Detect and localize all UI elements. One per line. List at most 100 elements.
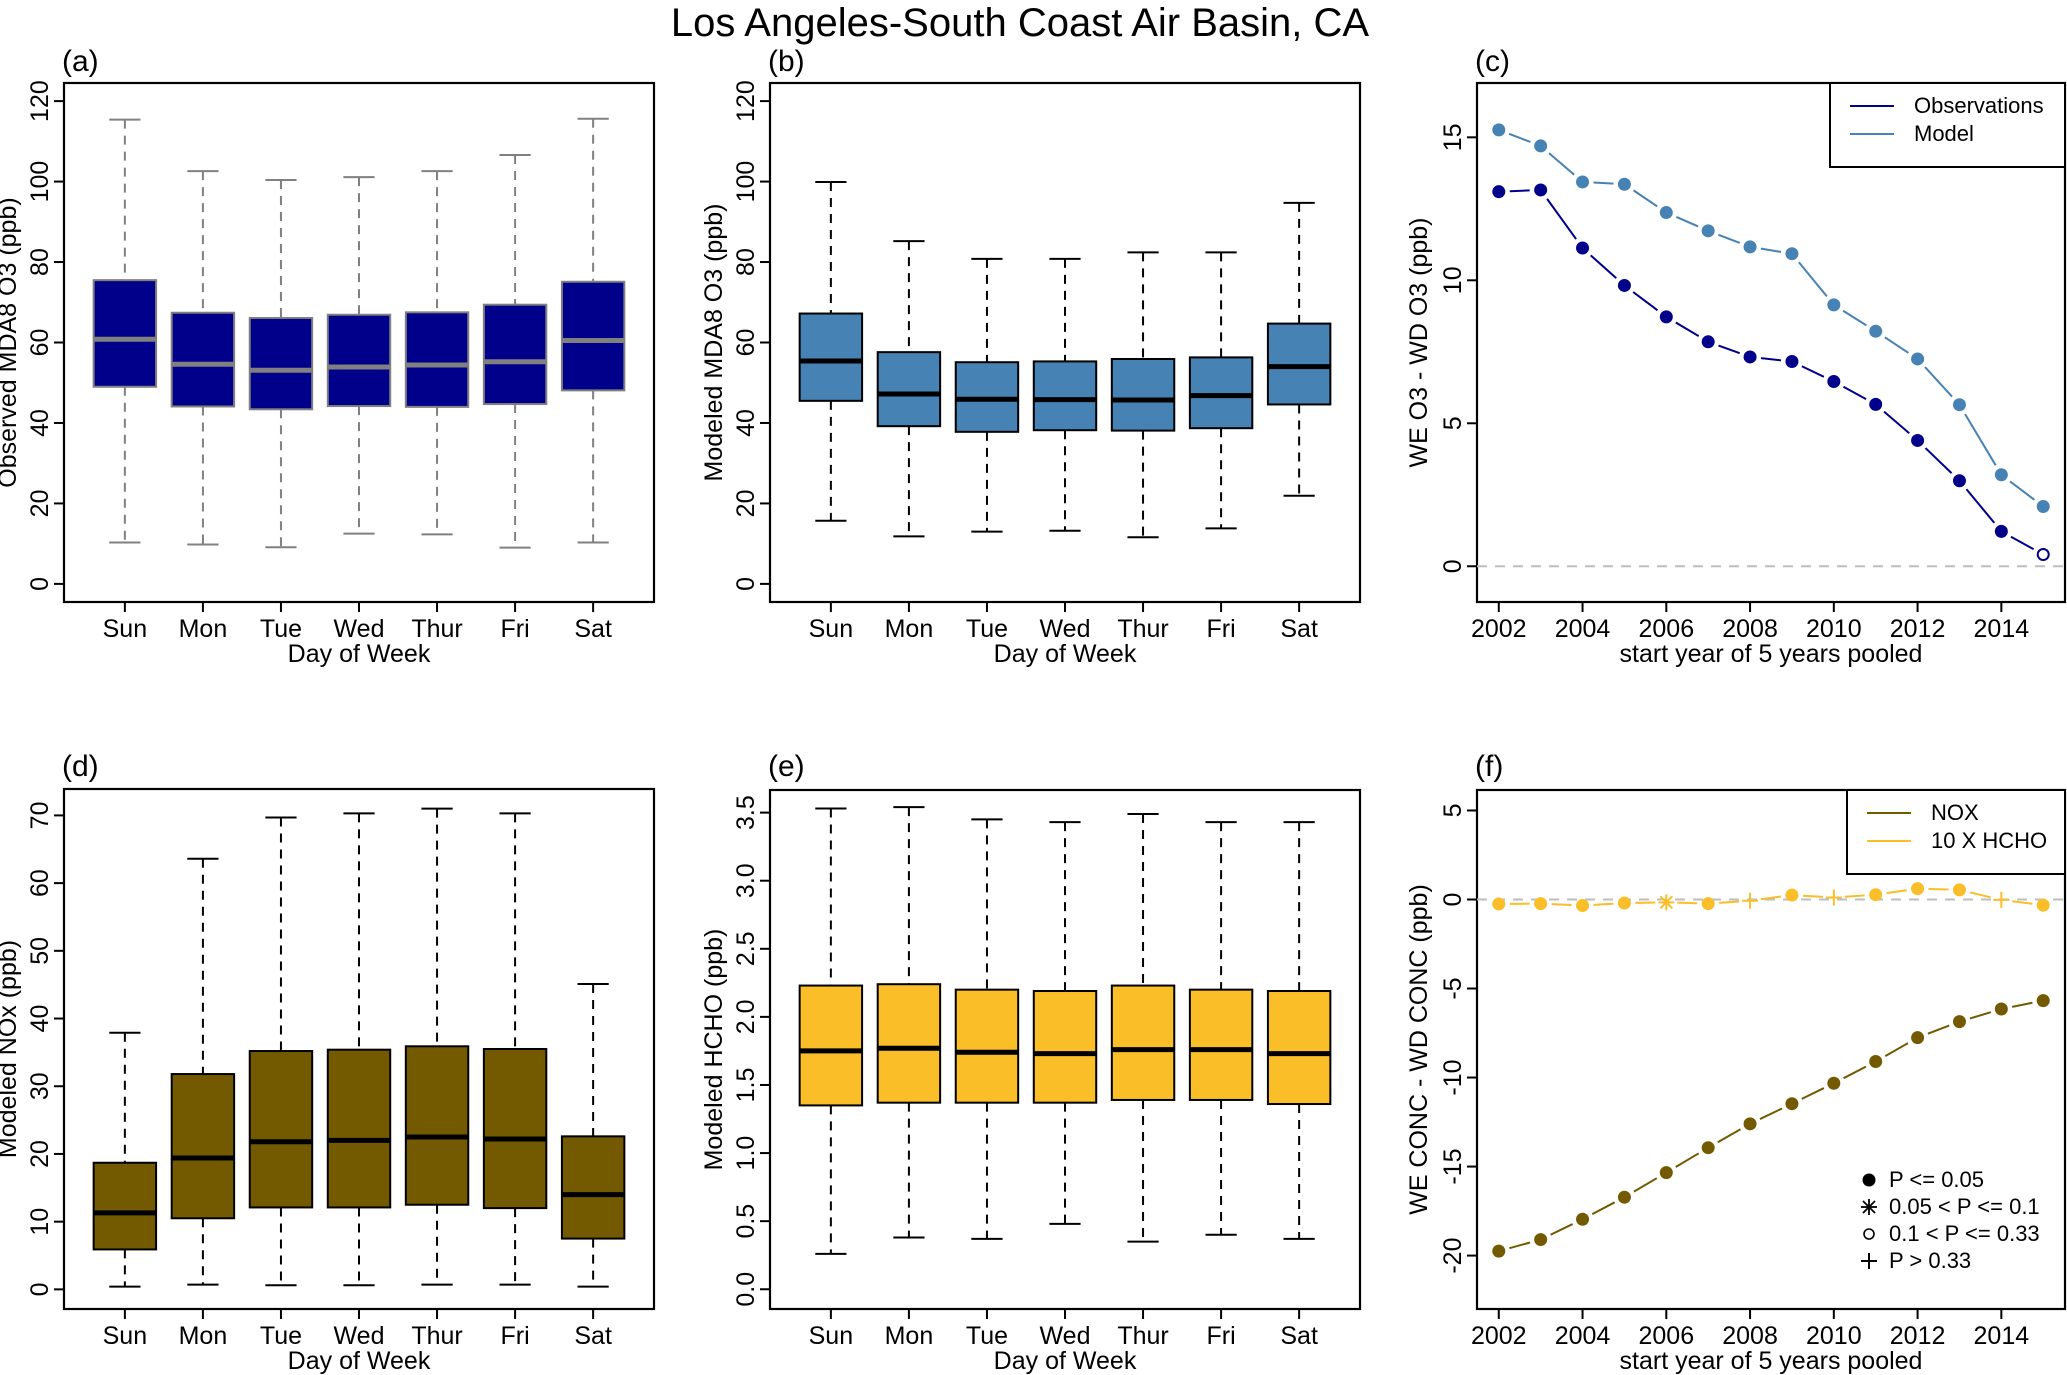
- data-point: [1911, 352, 1925, 366]
- y-tick-label: 2.5: [732, 931, 760, 966]
- panel-label: (c): [1475, 45, 1510, 78]
- y-tick-label: 50: [26, 937, 54, 965]
- x-tick-label: 2008: [1722, 1322, 1778, 1350]
- series-line-segment: [1965, 488, 1996, 524]
- box-tue: [248, 816, 314, 1287]
- plot-frame: [1475, 788, 2067, 1311]
- data-point: [1827, 1076, 1841, 1090]
- y-tick-label: 0: [1439, 559, 1467, 573]
- series-line-segment: [1719, 900, 1740, 904]
- y-axis-title: Modeled NOx (ppb): [0, 940, 22, 1158]
- data-point: [1534, 897, 1548, 911]
- legend-label: 10 X HCHO: [1931, 828, 2047, 853]
- series-line-segment: [1884, 336, 1909, 354]
- series-line-segment: [1591, 1201, 1616, 1216]
- data-point: [1952, 1015, 1966, 1029]
- x-tick-label: Thur: [1117, 1322, 1168, 1350]
- iqr-box: [482, 1048, 548, 1210]
- series-line-segment: [2010, 535, 2035, 551]
- box-thur: [1110, 812, 1176, 1243]
- x-tick-label: 2002: [1471, 615, 1527, 643]
- x-tick-label: 2014: [1974, 1322, 2030, 1350]
- series-line-segment: [1842, 309, 1867, 327]
- series-line-segment: [1760, 357, 1782, 362]
- box-sat: [560, 117, 626, 544]
- series-line-segment: [1675, 321, 1700, 338]
- y-tick-label: 60: [26, 869, 54, 897]
- marker-legend-label: 0.1 < P <= 0.33: [1889, 1221, 2040, 1246]
- x-tick-label: Fri: [1207, 615, 1236, 643]
- data-point: [1827, 298, 1841, 312]
- x-tick-label: Sat: [574, 1322, 612, 1350]
- data-point: [1659, 206, 1673, 220]
- iqr-box: [560, 280, 626, 392]
- data-point-plus: [1825, 889, 1842, 906]
- x-tick-label: Tue: [260, 615, 302, 643]
- panel-label: (d): [62, 750, 99, 783]
- data-point: [1743, 350, 1757, 364]
- series-line-segment: [1801, 1087, 1825, 1100]
- data-point: [1869, 324, 1883, 338]
- x-tick-label: 2006: [1638, 615, 1694, 643]
- box-wed: [326, 176, 392, 535]
- panel-c: (c) 0 5 10 15 WE O3 - WD O3 (ppb) start year o…: [1405, 45, 2067, 668]
- box-tue: [954, 818, 1020, 1240]
- iqr-box: [404, 1045, 470, 1206]
- data-point: [1994, 524, 2008, 538]
- data-point-plus: [1993, 891, 2010, 908]
- series-line-segment: [1924, 447, 1953, 474]
- data-point: [1617, 1190, 1631, 1204]
- x-tick-label: 2012: [1890, 615, 1946, 643]
- series-line-segment: [1509, 1241, 1531, 1250]
- panel-label: (f): [1475, 750, 1503, 783]
- y-tick-label: -20: [1439, 1238, 1467, 1274]
- series-line-segment: [1718, 344, 1741, 355]
- data-point: [1659, 1166, 1673, 1180]
- series-line-segment: [1844, 894, 1865, 898]
- data-point: [1785, 247, 1799, 261]
- ast-d2: [1659, 895, 1674, 910]
- x-tick-label: Sat: [574, 615, 612, 643]
- legend-label: Observations: [1914, 93, 2044, 118]
- y-tick-label: 5: [1439, 416, 1467, 430]
- iqr-box: [1110, 357, 1176, 432]
- iqr-box: [1188, 988, 1254, 1101]
- data-point: [2036, 994, 2050, 1008]
- data-point: [1869, 397, 1883, 411]
- series-line-segment: [1802, 894, 1823, 898]
- data-point: [1743, 240, 1757, 254]
- x-tick-label: 2012: [1890, 1322, 1946, 1350]
- data-point: [1617, 177, 1631, 191]
- panel-d: (d) 0 10 20 30 40 50 60 70 Modeled NOx (ppb) Day o…: [0, 750, 656, 1375]
- y-tick-label: 80: [26, 248, 54, 276]
- series-line-segment: [1842, 385, 1867, 401]
- box-sun: [92, 118, 158, 544]
- box-mon: [876, 806, 942, 1239]
- data-point: [1617, 896, 1631, 910]
- series-line-segment: [1593, 181, 1614, 185]
- series-line-segment: [1593, 902, 1614, 906]
- series-line-segment: [2009, 480, 2036, 501]
- y-tick-label: 40: [732, 409, 760, 437]
- box-sat: [560, 983, 626, 1288]
- iqr-box: [876, 351, 942, 428]
- y-tick-label: 40: [26, 1005, 54, 1033]
- box-tue: [248, 178, 314, 549]
- data-point: [1952, 398, 1966, 412]
- iqr-box: [1032, 360, 1098, 432]
- data-point: [1701, 897, 1715, 911]
- data-point: [1911, 433, 1925, 447]
- y-tick-label: 0.5: [732, 1204, 760, 1239]
- box-fri: [1188, 251, 1254, 530]
- x-axis-title: Day of Week: [288, 640, 431, 668]
- x-tick-label: 2004: [1555, 1322, 1611, 1350]
- figure-title: Los Angeles-South Coast Air Basin, CA: [671, 1, 1369, 45]
- x-axis-title: start year of 5 years pooled: [1620, 640, 1923, 668]
- panel-f: (f) -20 -15 -10 -5 0 5 WE CONC - WD CONC (ppb) s…: [1405, 750, 2067, 1375]
- data-point: [1952, 883, 1966, 897]
- iqr-box: [1266, 322, 1332, 406]
- panel-b: (b) 0 20 40 60 80 100 120 Modeled MDA8 O3 (ppb) D…: [700, 45, 1362, 668]
- iqr-box: [798, 984, 864, 1107]
- x-axis-title: Day of Week: [288, 1347, 431, 1375]
- legend-label: Model: [1914, 121, 1974, 146]
